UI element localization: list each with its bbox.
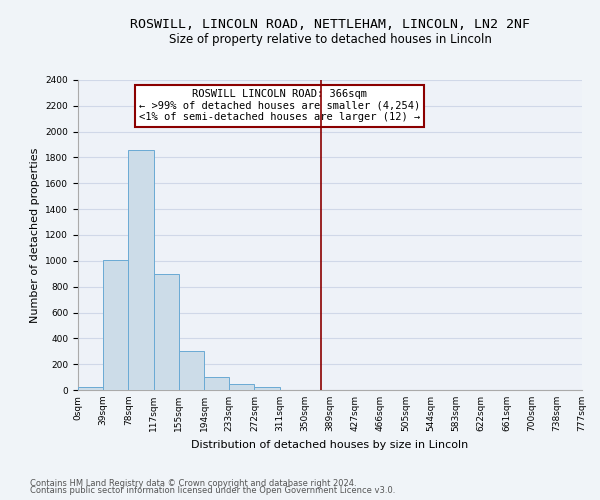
Text: Contains public sector information licensed under the Open Government Licence v3: Contains public sector information licen…	[30, 486, 395, 495]
Bar	[204, 377, 229, 390]
Bar	[254, 388, 280, 390]
Text: Contains HM Land Registry data © Crown copyright and database right 2024.: Contains HM Land Registry data © Crown c…	[30, 478, 356, 488]
Bar	[179, 351, 204, 390]
X-axis label: Distribution of detached houses by size in Lincoln: Distribution of detached houses by size …	[191, 440, 469, 450]
Text: ROSWILL, LINCOLN ROAD, NETTLEHAM, LINCOLN, LN2 2NF: ROSWILL, LINCOLN ROAD, NETTLEHAM, LINCOL…	[130, 18, 530, 30]
Bar	[103, 260, 128, 390]
Text: Size of property relative to detached houses in Lincoln: Size of property relative to detached ho…	[169, 32, 491, 46]
Bar	[229, 384, 254, 390]
Bar	[128, 150, 154, 390]
Y-axis label: Number of detached properties: Number of detached properties	[30, 148, 40, 322]
Text: ROSWILL LINCOLN ROAD: 366sqm
← >99% of detached houses are smaller (4,254)
<1% o: ROSWILL LINCOLN ROAD: 366sqm ← >99% of d…	[139, 90, 420, 122]
Bar	[78, 388, 103, 390]
Bar	[154, 274, 179, 390]
